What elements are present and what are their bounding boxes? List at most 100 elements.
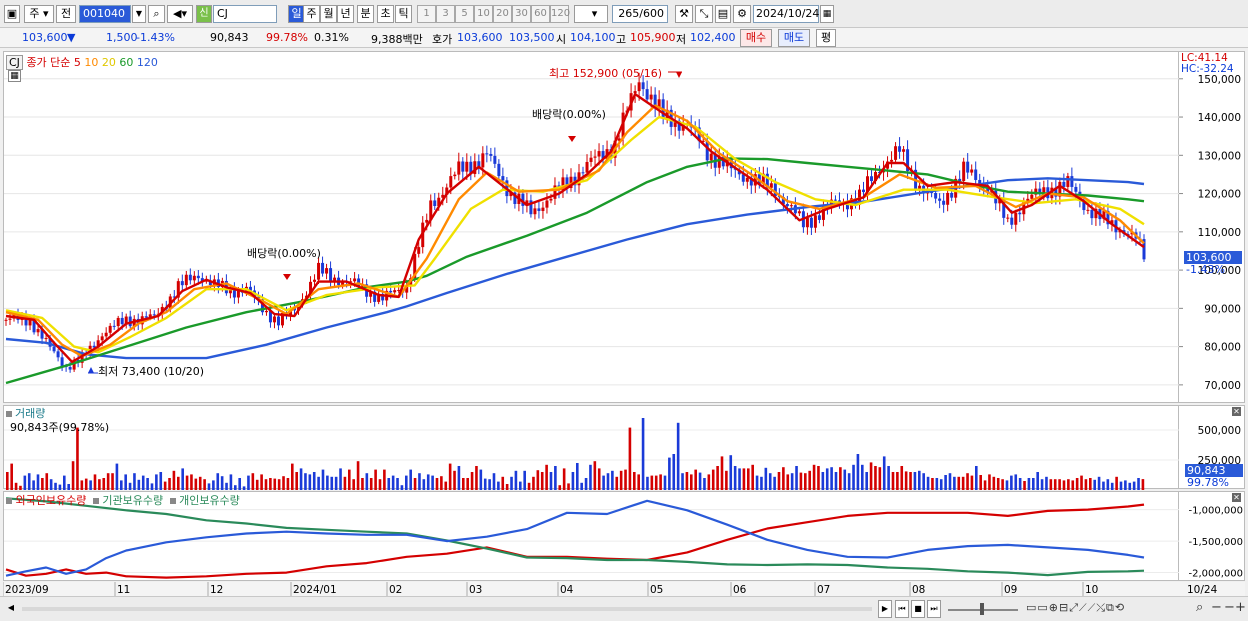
volume-bar [369, 478, 373, 490]
interval-button-4[interactable]: 20 [493, 5, 512, 23]
volume-close-icon[interactable]: ✕ [1232, 407, 1241, 416]
candle-body [433, 200, 437, 207]
period-button-4[interactable]: 분 [357, 5, 374, 23]
period-button-5[interactable]: 초 [377, 5, 394, 23]
zoom-in-icon[interactable]: + [1235, 600, 1246, 615]
volume-bar [558, 485, 562, 490]
zoom-search-icon[interactable]: ⌕ [1196, 600, 1204, 615]
ask-price: 103,600 [457, 31, 503, 44]
holding-close-icon[interactable]: ✕ [1232, 493, 1241, 502]
period-button-6[interactable]: 틱 [395, 5, 412, 23]
volume-bar [562, 468, 566, 490]
volume-bar [308, 474, 312, 490]
draw-tool-icon[interactable]: ⤡ [695, 5, 713, 23]
volume-bar [291, 463, 294, 490]
scrollbar-track[interactable] [22, 607, 872, 611]
table-icon[interactable]: ▦ [8, 70, 21, 82]
volume-bar [440, 476, 443, 490]
gear-icon[interactable]: ⚙ [733, 5, 751, 23]
candle-body [978, 179, 982, 184]
volume-bar [23, 475, 27, 490]
settings-icon[interactable]: ⚒ [675, 5, 693, 23]
volume-panel[interactable] [3, 405, 1180, 490]
candle-body [369, 291, 373, 297]
interval-button-3[interactable]: 10 [474, 5, 493, 23]
open-label: 시 [556, 33, 567, 46]
volume-bar [374, 469, 377, 490]
candle-body [321, 262, 325, 274]
stock-tag[interactable]: CJ [6, 55, 23, 70]
speaker-icon[interactable]: ◀▾ [167, 5, 193, 23]
stock-name-field[interactable]: CJ [213, 5, 277, 23]
prev-button[interactable]: 전 [56, 5, 76, 23]
volume-bar [1040, 479, 1044, 490]
volume-bar [405, 475, 408, 490]
volume-bar [378, 479, 382, 490]
volume-bar [852, 464, 855, 490]
interval-dropdown[interactable]: ▾ [574, 5, 608, 23]
candle-body [1106, 210, 1110, 225]
ma60-line [5, 157, 1145, 385]
search-icon[interactable]: ⌕ [148, 5, 165, 23]
interval-button-1[interactable]: 3 [436, 5, 455, 23]
volume-bar [234, 485, 237, 490]
sell-button[interactable]: 매도 [778, 29, 810, 47]
volume-bar [260, 474, 263, 490]
candle-body [152, 314, 156, 316]
volume-value-tag: 90,843 [1185, 464, 1243, 477]
candle-body [781, 197, 785, 205]
interval-button-7[interactable]: 120 [550, 5, 570, 23]
candle-body [501, 176, 505, 181]
scroll-left-icon[interactable]: ◀ [7, 603, 15, 612]
price-panel[interactable] [3, 51, 1180, 403]
volume-bar [185, 475, 189, 490]
interval-button-5[interactable]: 30 [512, 5, 531, 23]
candle-body [1094, 208, 1098, 219]
period-button-1[interactable]: 주 [303, 5, 320, 23]
chart-tools-icons[interactable]: ▭▭⊕⊟⤢⟋⟋⤯⧉⟲ [1026, 601, 1126, 614]
candle-body [829, 199, 833, 207]
volume-bar [1045, 476, 1048, 490]
stock-code-input[interactable]: 001040 [79, 5, 131, 23]
candle-body [208, 280, 212, 286]
zoom-reset-icon[interactable]: − [1224, 600, 1235, 615]
volume-bar [782, 467, 785, 490]
candle-body [413, 253, 417, 279]
save-icon[interactable]: ▤ [715, 5, 731, 23]
interval-button-6[interactable]: 60 [531, 5, 550, 23]
play-icon[interactable]: ⏭ [927, 600, 941, 618]
volume-bar [299, 468, 303, 490]
data-count-field[interactable]: 265/600 [612, 5, 668, 23]
window-icon[interactable]: ▣ [4, 5, 20, 23]
candle-body [124, 316, 128, 325]
scroll-right-icon[interactable]: ▶ [878, 600, 892, 618]
candle-body [56, 351, 60, 358]
period-button-2[interactable]: 월 [320, 5, 337, 23]
code-dropdown-icon[interactable]: ▼ [132, 5, 146, 23]
interval-button-2[interactable]: 5 [455, 5, 474, 23]
zoom-out-icon[interactable]: − [1211, 600, 1222, 615]
zoom-slider-thumb[interactable] [980, 603, 984, 615]
holding-panel[interactable] [3, 491, 1180, 581]
date-input[interactable]: 2024/10/24 [753, 5, 819, 23]
volume-bar [615, 476, 619, 490]
volume-bar [773, 476, 776, 490]
new-badge[interactable]: 신 [196, 5, 212, 23]
candle-body [665, 109, 669, 119]
ma5-line [5, 92, 1145, 364]
interval-button-0[interactable]: 1 [417, 5, 436, 23]
stop-icon[interactable]: ■ [911, 600, 925, 618]
volume-bar [738, 468, 741, 490]
volume-bar [1058, 479, 1061, 490]
buy-button[interactable]: 매수 [740, 29, 772, 47]
evaluate-button[interactable]: 평 [816, 29, 836, 47]
rewind-icon[interactable]: ⏮ [895, 600, 909, 618]
volume-bar [247, 475, 250, 490]
calendar-icon[interactable]: ▦ [820, 5, 834, 23]
period-button-3[interactable]: 년 [337, 5, 354, 23]
volume-bar [690, 474, 693, 490]
volume-bar [1110, 482, 1114, 490]
volume-bar [448, 463, 452, 490]
market-select[interactable]: 주 ▾ [24, 5, 54, 23]
candle-body [789, 205, 793, 207]
